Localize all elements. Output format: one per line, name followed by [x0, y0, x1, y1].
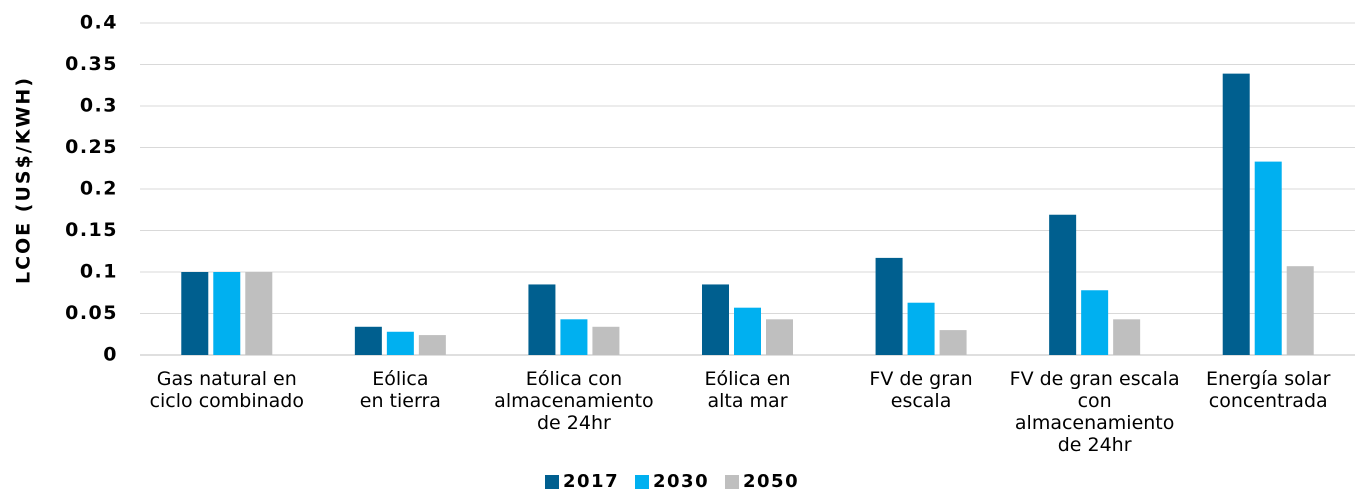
bar — [939, 330, 967, 355]
y-tick-label: 0.05 — [65, 302, 118, 324]
legend-label: 2050 — [743, 471, 799, 491]
legend-swatch — [635, 475, 649, 489]
y-tick-label: 0.3 — [80, 95, 118, 117]
bar — [181, 272, 209, 355]
legend-swatch — [725, 475, 739, 489]
bar — [1049, 214, 1077, 355]
bar — [592, 326, 620, 355]
bar — [766, 319, 793, 355]
bar — [213, 272, 241, 355]
bar — [418, 335, 446, 355]
bar — [1222, 73, 1250, 355]
bar — [1113, 319, 1141, 355]
bar — [560, 319, 588, 355]
bar — [734, 307, 761, 355]
bar — [907, 302, 935, 355]
x-tick-label: FV de gran escala con almacenamiento de … — [1009, 368, 1180, 456]
x-tick-label: Eólica con almacenamiento de 24hr — [494, 368, 654, 434]
x-tick-label: Gas natural en ciclo combinado — [149, 368, 304, 412]
bar — [1254, 161, 1282, 355]
x-tick-label: FV de gran escala — [869, 368, 973, 412]
y-tick-label: 0.15 — [65, 219, 118, 241]
bar — [875, 257, 903, 355]
bar — [702, 284, 729, 355]
y-tick-label: 0.35 — [65, 53, 118, 75]
legend-label: 2017 — [563, 471, 619, 491]
bar — [386, 331, 414, 355]
bar — [354, 326, 382, 355]
y-tick-label: 0 — [103, 344, 118, 366]
y-tick-label: 0.25 — [65, 136, 118, 158]
x-tick-label: Eólica en alta mar — [704, 368, 791, 412]
y-tick-label: 0.4 — [80, 12, 118, 34]
legend-swatch — [545, 475, 559, 489]
x-tick-label: Eólica en tierra — [359, 368, 441, 412]
y-tick-label: 0.2 — [80, 178, 118, 200]
bar — [1286, 266, 1314, 355]
y-axis-label: LCOE (US$/KWH) — [13, 76, 35, 284]
legend-label: 2030 — [653, 471, 709, 491]
bar — [528, 284, 556, 355]
y-tick-label: 0.1 — [80, 261, 118, 283]
bar — [245, 272, 273, 355]
x-tick-label: Energía solar concentrada — [1205, 368, 1331, 412]
bar — [1081, 290, 1109, 355]
